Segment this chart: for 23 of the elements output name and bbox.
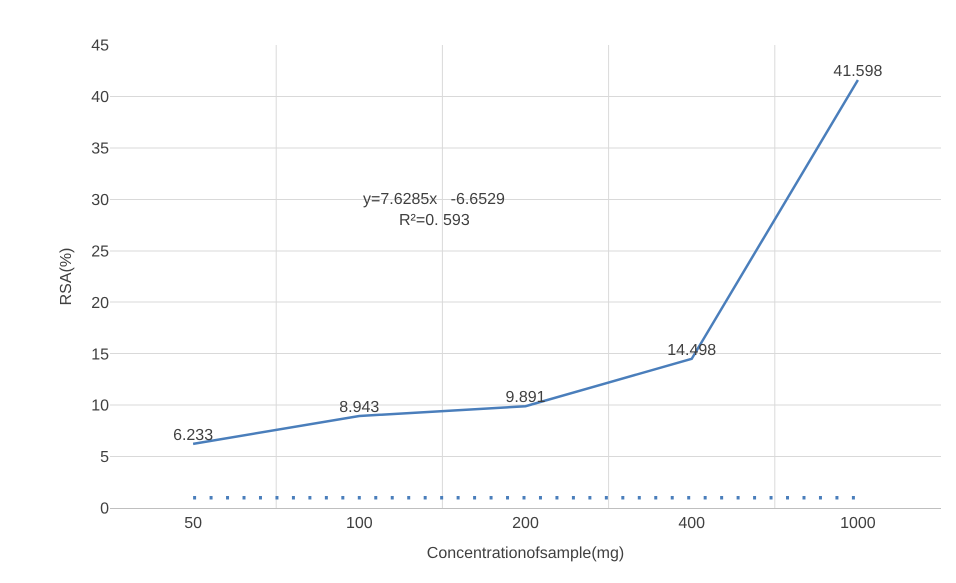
annotation: R²=0. 593: [399, 212, 470, 229]
x-tick-label: 200: [512, 515, 539, 532]
y-tick-label: 15: [91, 346, 110, 364]
y-tick-label: 45: [91, 38, 110, 55]
x-tick-label: 50: [184, 515, 202, 532]
data-label: 8.943: [339, 398, 380, 416]
y-tick-label: 25: [91, 243, 110, 260]
y-tick-label: 5: [100, 449, 110, 466]
x-tick-label: 400: [678, 515, 706, 532]
data-label: 6.233: [173, 426, 214, 444]
y-tick-label: 30: [91, 192, 110, 209]
x-tick-label: 100: [346, 515, 373, 532]
y-tick-label: 0: [100, 500, 110, 518]
annotation: y=7.6285x -6.6529: [363, 191, 505, 208]
x-axis-title: Concentrationofsample(mg): [426, 544, 624, 562]
x-tick-label: 1000: [840, 515, 876, 532]
data-label: 9.891: [505, 389, 546, 406]
y-tick-label: 20: [91, 294, 110, 312]
y-tick-label: 10: [91, 398, 110, 415]
y-axis-title: RSA(%): [58, 248, 76, 306]
y-tick-label: 40: [91, 89, 110, 106]
data-label: 41.598: [833, 63, 882, 80]
y-tick-label: 35: [91, 140, 110, 158]
